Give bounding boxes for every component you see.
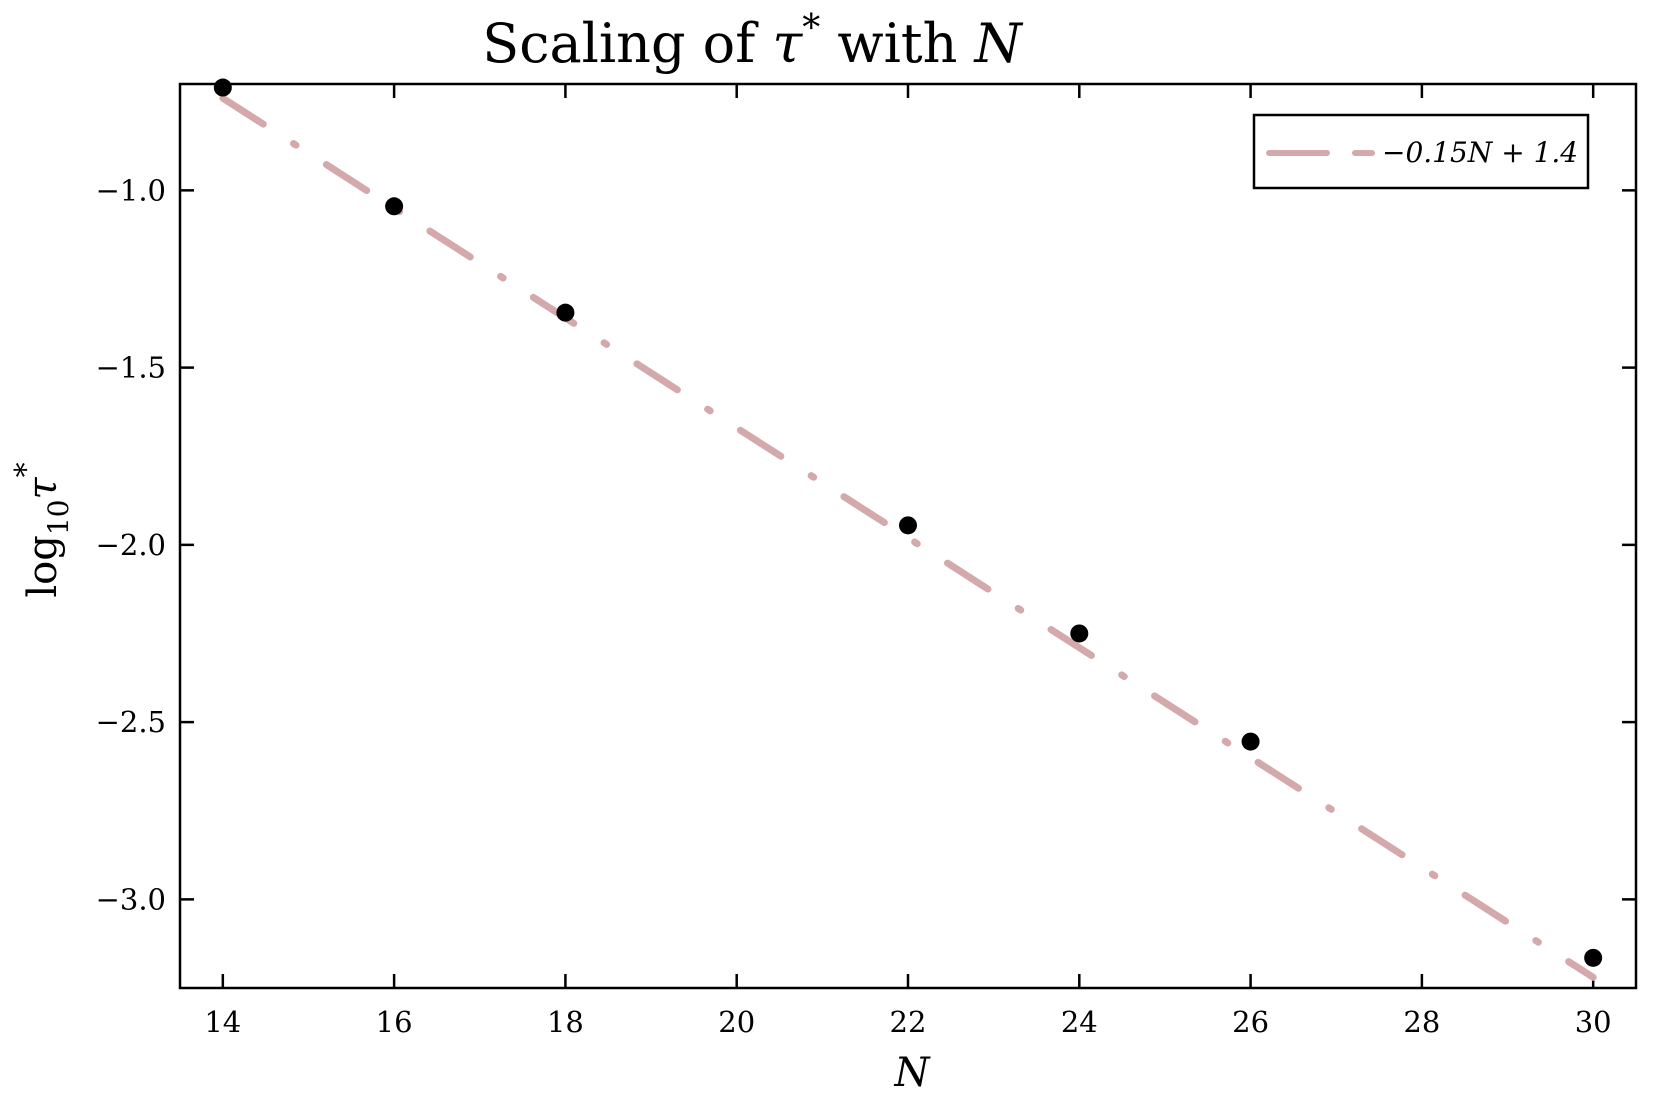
fit-line xyxy=(219,94,1597,981)
data-point xyxy=(556,303,575,322)
x-tick-label: 14 xyxy=(204,1005,241,1039)
chart-title: Scaling of τ* with N xyxy=(482,8,1023,75)
y-axis-label: log10τ* xyxy=(9,462,75,597)
data-point xyxy=(213,78,232,97)
y-tick-label: −2.5 xyxy=(96,705,166,739)
data-point xyxy=(1241,732,1260,751)
x-axis-label: N xyxy=(894,1050,932,1096)
y-tick-label: −1.5 xyxy=(96,351,166,385)
x-tick-label: 18 xyxy=(547,1005,584,1039)
data-points xyxy=(213,78,1603,967)
x-tick-label: 28 xyxy=(1403,1005,1440,1039)
fit-line-group xyxy=(219,94,1597,981)
x-tick-label: 24 xyxy=(1061,1005,1098,1039)
y-tick-label: −1.0 xyxy=(96,173,166,207)
x-tick-label: 22 xyxy=(890,1005,927,1039)
data-point xyxy=(1584,948,1603,967)
y-tick-label: −2.0 xyxy=(96,528,166,562)
legend: −0.15N + 1.4 xyxy=(1252,113,1590,190)
y-tick-label: −3.0 xyxy=(96,882,166,916)
x-tick-label: 20 xyxy=(718,1005,755,1039)
axis-ticks: 14 16 18 20 22 24 26 28 30 −1.0 −1.5 −2.0 −2.5 −3.0 xyxy=(96,84,1636,1039)
title-superscript: * xyxy=(802,8,820,49)
y-axis-label-superscript: * xyxy=(9,462,44,477)
data-point xyxy=(1070,624,1089,643)
y-axis-label-subscript: 10 xyxy=(42,500,75,536)
x-tick-label: 16 xyxy=(376,1005,413,1039)
legend-label: −0.15N + 1.4 xyxy=(1382,136,1578,169)
plot-frame xyxy=(178,82,1638,990)
data-point xyxy=(385,197,404,216)
x-tick-label: 30 xyxy=(1575,1005,1612,1039)
data-point xyxy=(899,516,917,535)
x-tick-label: 26 xyxy=(1232,1005,1269,1039)
